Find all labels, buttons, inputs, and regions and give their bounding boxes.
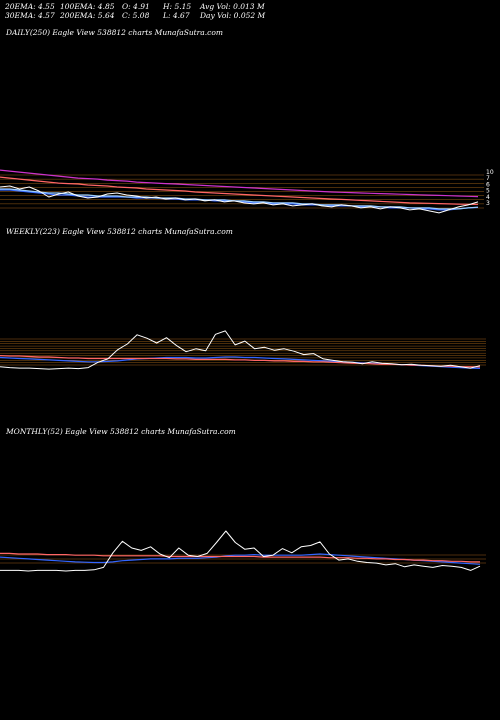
weekly-chart <box>0 330 486 370</box>
y-tick-label: 3 <box>486 200 490 207</box>
weekly-panel-label: WEEKLY(223) Eagle View 538812 charts Mun… <box>6 227 233 236</box>
open-stat: O: 4.91 <box>122 2 150 11</box>
daily-ema200-line <box>0 169 479 198</box>
monthly-panel-label: MONTHLY(52) Eagle View 538812 charts Mun… <box>6 427 236 436</box>
monthly-ema100-line <box>0 552 480 563</box>
high-stat: H: 5.15 <box>163 2 192 11</box>
daily-panel-label: DAILY(250) Eagle View 538812 charts Muna… <box>6 28 223 37</box>
close-stat: C: 5.08 <box>122 11 150 20</box>
y-tick-label: 5 <box>486 188 490 195</box>
low-stat: L: 4.67 <box>163 11 190 20</box>
monthly-chart <box>0 530 486 572</box>
y-tick-label: 4 <box>486 194 490 201</box>
y-tick-label: 7 <box>486 175 490 182</box>
y-tick-label: 10 <box>486 169 494 176</box>
ema20-stat: 20EMA: 4.55 <box>5 2 55 11</box>
ema200-stat: 200EMA: 5.64 <box>60 11 115 20</box>
ema100-stat: 100EMA: 4.85 <box>60 2 115 11</box>
daily-ema30-line <box>0 188 479 210</box>
daily-ema100-line <box>0 176 479 205</box>
monthly-price-line <box>0 530 481 572</box>
daily-price-line <box>0 185 479 214</box>
avg-vol-stat: Avg Vol: 0.013 M <box>200 2 265 11</box>
weekly-price-line <box>0 330 481 370</box>
day-vol-stat: Day Vol: 0.052 M <box>200 11 266 20</box>
ema30-stat: 30EMA: 4.57 <box>5 11 55 20</box>
y-tick-label: 6 <box>486 181 490 188</box>
